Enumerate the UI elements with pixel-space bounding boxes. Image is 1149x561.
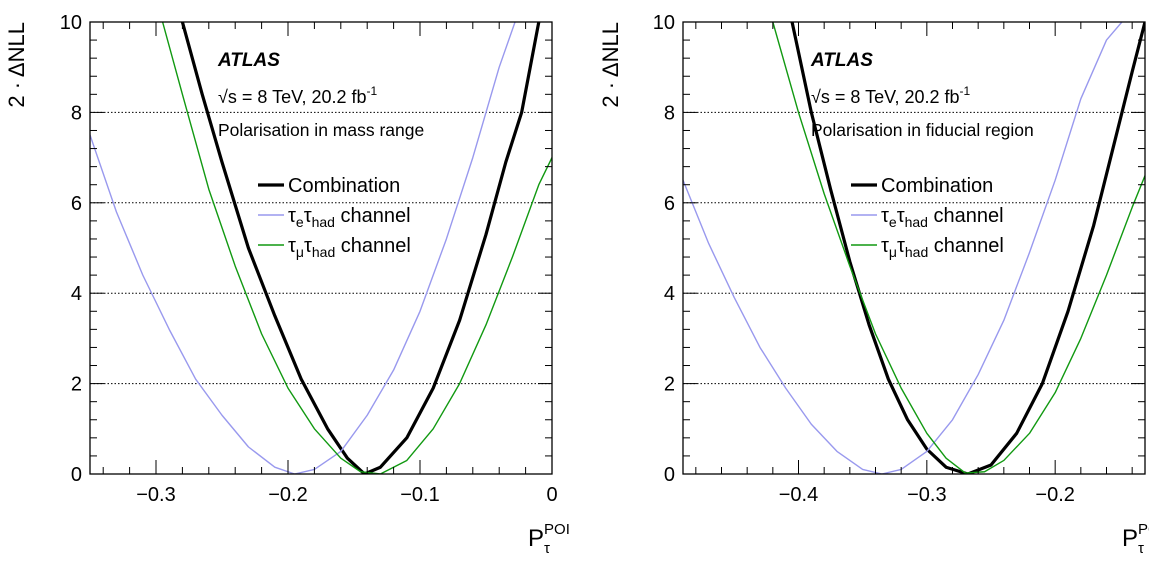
legend-label-2: τeτhad channel (881, 205, 1004, 230)
x-axis-label: PPOI (528, 521, 570, 552)
legend-label-1: Combination (881, 175, 993, 197)
y-tick-label: 10 (60, 12, 82, 34)
series-line-1 (180, 22, 541, 474)
x-tick-label: −0.4 (779, 484, 818, 506)
x-axis-label-sub: τ (1138, 540, 1144, 556)
y-tick-label: 4 (71, 283, 82, 305)
x-tick-label: −0.3 (136, 484, 175, 506)
x-tick-label: −0.2 (268, 484, 307, 506)
plot-frame (682, 21, 1146, 475)
x-tick-label: 0 (546, 484, 557, 506)
region-label: Polarisation in fiducial region (811, 120, 1034, 140)
y-tick-label: 4 (664, 283, 675, 305)
x-tick-label: −0.2 (1035, 484, 1074, 506)
legend-label-3: τμτhad channel (881, 235, 1004, 260)
x-axis-label-sub: τ (544, 540, 550, 556)
legend-label-3: τμτhad channel (288, 235, 411, 260)
y-tick-label: 2 (71, 374, 82, 396)
series-line-2 (90, 22, 516, 474)
energy-label: √s = 8 TeV, 20.2 fb-1 (811, 84, 970, 107)
experiment-label: ATLAS (810, 50, 873, 71)
plot-frame (89, 21, 553, 475)
x-tick-label: −0.3 (907, 484, 946, 506)
y-tick-label: 8 (71, 102, 82, 124)
legend-label-1: Combination (288, 175, 400, 197)
y-tick-label: 2 (664, 374, 675, 396)
y-axis-label: 2 · ΔNLL (598, 22, 623, 108)
series-line-3 (161, 22, 552, 474)
energy-label: √s = 8 TeV, 20.2 fb-1 (218, 84, 377, 107)
series-line-3 (772, 22, 1145, 474)
y-tick-label: 0 (71, 464, 82, 486)
y-tick-label: 6 (71, 193, 82, 215)
legend-label-2: τeτhad channel (288, 205, 411, 230)
y-axis-label: 2 · ΔNLL (4, 22, 29, 108)
y-tick-label: 6 (664, 193, 675, 215)
x-axis-label: PPOI (1122, 521, 1149, 552)
y-tick-label: 10 (653, 12, 675, 34)
x-tick-label: −0.1 (400, 484, 439, 506)
y-tick-label: 0 (664, 464, 675, 486)
experiment-label: ATLAS (217, 50, 280, 71)
series-line-1 (790, 22, 1145, 474)
region-label: Polarisation in mass range (218, 120, 424, 140)
y-tick-label: 8 (664, 102, 675, 124)
